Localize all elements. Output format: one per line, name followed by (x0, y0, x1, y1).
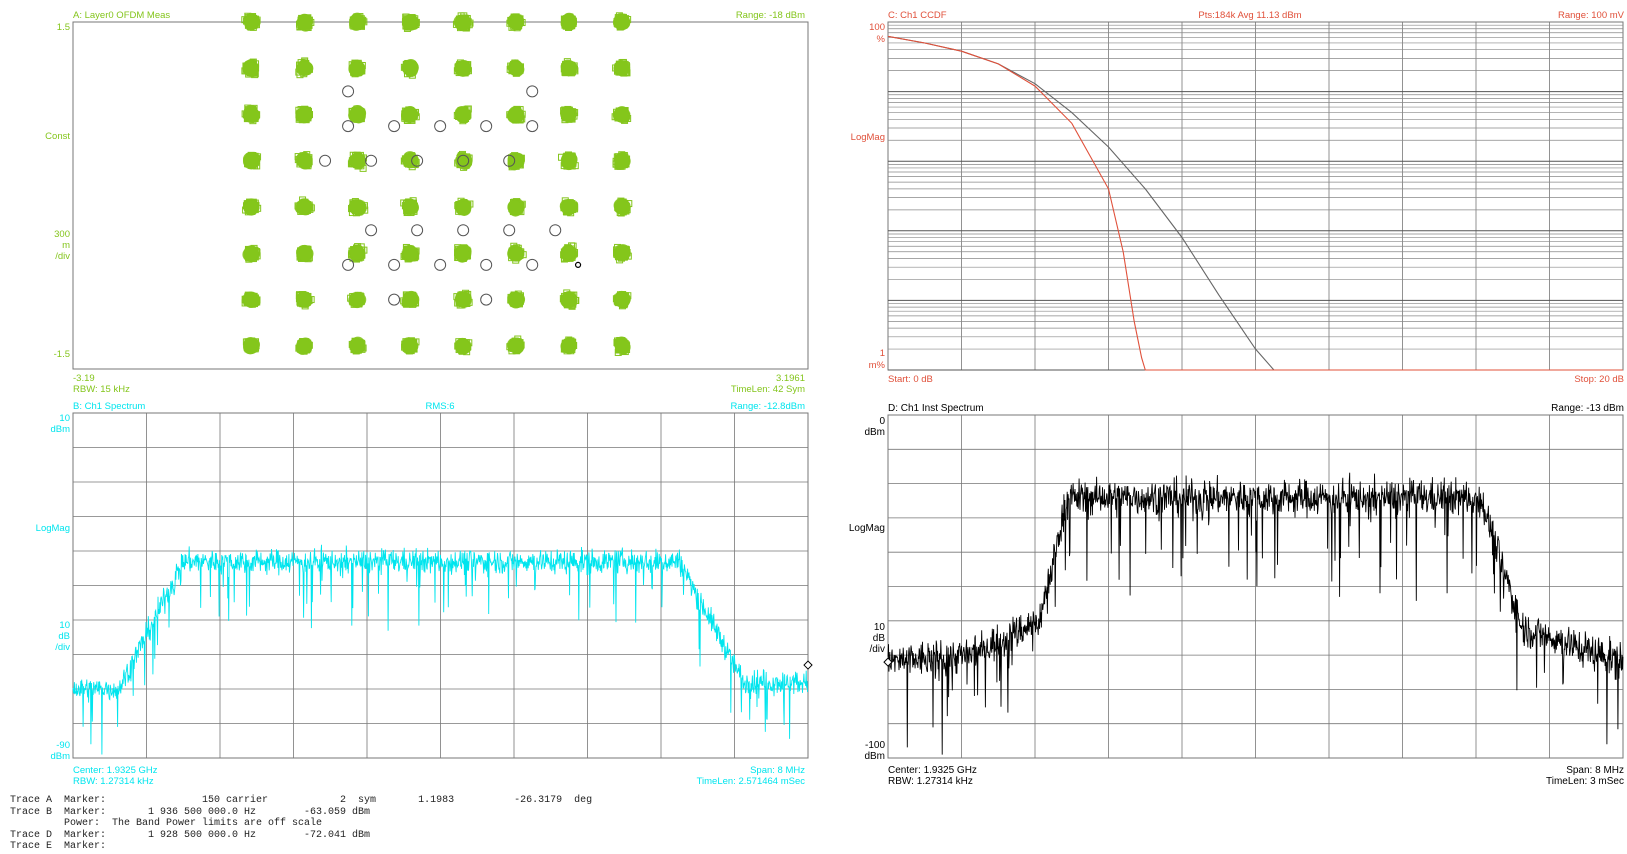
constellation-cluster-core (561, 294, 576, 309)
constellation-cluster-core (296, 292, 311, 307)
constellation-cluster-core (508, 339, 523, 354)
constellation-cluster-core (614, 61, 629, 76)
constellation-cluster-core (560, 106, 575, 121)
constellation-cluster-core (349, 14, 364, 29)
constellation-cluster-core (244, 246, 259, 261)
constellation-cluster-core (456, 292, 471, 307)
panel-a-x-left: -3.19 (73, 373, 95, 384)
constellation-cluster-core (298, 108, 313, 123)
constellation-cluster-core (457, 61, 472, 76)
constellation-cluster-core (455, 247, 470, 262)
constellation-cluster-core (507, 200, 522, 215)
constellation-cluster-core (244, 153, 259, 168)
constellation-cluster-core (509, 293, 524, 308)
constellation-cluster-core (350, 105, 365, 120)
constellation-cluster-core (349, 337, 364, 352)
constellation-cluster-core (509, 152, 524, 167)
panel-a-x-right: 3.1961 (776, 373, 805, 384)
panel-a-y-top: 1.5 (57, 22, 70, 33)
constellation-cluster-core (614, 154, 629, 169)
constellation-cluster-core (509, 247, 524, 262)
constellation-cluster-core (401, 108, 416, 123)
constellation-cluster-core (561, 200, 576, 215)
constellation-cluster-core (351, 155, 366, 170)
constellation-cluster-core (404, 200, 419, 215)
constellation-cluster-core (402, 293, 417, 308)
constellation-cluster-core (455, 339, 470, 354)
constellation-cluster-core (297, 247, 312, 262)
constellation-cluster-core (298, 17, 313, 32)
panel-a-footer-left: RBW: 15 kHz (73, 384, 130, 395)
constellation-cluster-core (403, 246, 418, 261)
constellation-cluster-core (296, 199, 311, 214)
constellation-cluster-core (401, 338, 416, 353)
constellation-cluster-core (614, 106, 629, 121)
panel-a-scale-1: 300 (54, 229, 70, 240)
constellation-cluster-core (508, 106, 523, 121)
constellation-cluster-core (350, 245, 365, 260)
constellation-cluster-core (246, 108, 261, 123)
panel-a-scale-3: /div (55, 251, 70, 262)
constellation-cluster-core (457, 108, 472, 123)
constellation-cluster-core (509, 15, 524, 30)
constellation-cluster-core (456, 16, 471, 31)
constellation-cluster-core (243, 292, 258, 307)
constellation-cluster-core (298, 155, 313, 170)
constellation-cluster-core (402, 14, 417, 29)
constellation-cluster-core (614, 14, 629, 29)
constellation-cluster-core (243, 337, 258, 352)
panel-a-range: Range: -18 dBm (736, 10, 805, 21)
constellation-cluster-core (561, 13, 576, 28)
constellation-cluster-core (352, 292, 367, 307)
constellation-cluster-core (297, 61, 312, 76)
constellation-cluster-core (561, 244, 576, 259)
panel-a-frame (72, 21, 809, 370)
panel-a-footer-right: TimeLen: 42 Sym (731, 384, 805, 395)
panel-a-title[interactable]: A: Layer0 OFDM Meas (73, 10, 170, 21)
constellation-cluster-core (510, 61, 525, 76)
constellation-cluster-core (404, 61, 419, 76)
constellation-cluster-core (242, 62, 257, 77)
constellation-cluster-core (350, 62, 365, 77)
constellation-cluster-core (244, 16, 259, 31)
panel-a-scale-2: m (62, 240, 70, 251)
constellation-cluster-core (562, 153, 577, 168)
panel-a-y-mid: Const (45, 131, 70, 142)
constellation-cluster-core (348, 199, 363, 214)
constellation-cluster-core (615, 246, 630, 261)
constellation-cluster-core (562, 61, 577, 76)
panel-a-plot (241, 12, 633, 356)
constellation-cluster-core (244, 200, 259, 215)
panel-a-y-bot: -1.5 (54, 349, 70, 360)
constellation-cluster-core (613, 198, 628, 213)
panel-a-constellation[interactable]: A: Layer0 OFDM Meas Range: -18 dBm 1.5 C… (45, 10, 809, 395)
constellation-cluster-core (456, 201, 471, 216)
constellation-cluster-core (295, 340, 310, 355)
constellation-cluster-core (562, 337, 577, 352)
